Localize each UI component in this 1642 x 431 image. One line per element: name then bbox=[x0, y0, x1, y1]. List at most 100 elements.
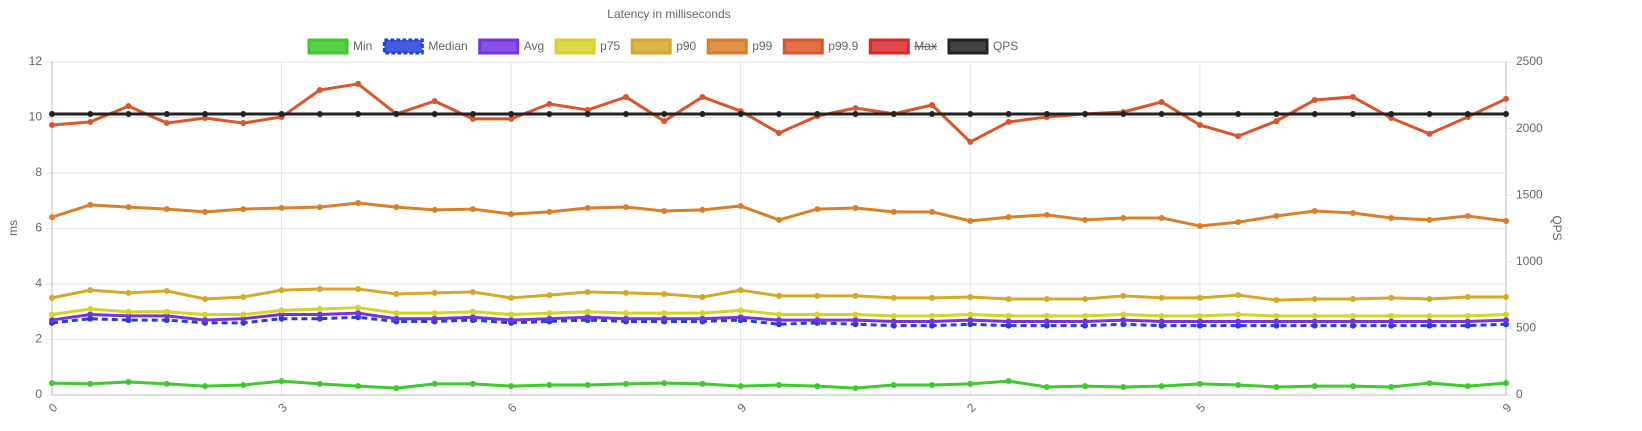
data-point bbox=[1503, 380, 1509, 387]
data-point bbox=[1120, 317, 1127, 324]
data-point bbox=[584, 308, 591, 315]
data-point bbox=[1082, 318, 1089, 325]
data-point bbox=[1426, 295, 1433, 302]
data-point bbox=[163, 287, 170, 294]
data-point bbox=[776, 110, 782, 117]
data-point bbox=[661, 315, 668, 322]
data-point bbox=[163, 380, 170, 387]
data-point bbox=[1388, 383, 1395, 390]
y2-axis-label: QPS bbox=[1550, 215, 1564, 240]
chart-title: Latency in milliseconds bbox=[607, 7, 730, 21]
data-point bbox=[1426, 130, 1433, 137]
data-point bbox=[125, 317, 132, 324]
data-point bbox=[929, 312, 936, 319]
data-point bbox=[1311, 208, 1318, 215]
data-point bbox=[1464, 294, 1471, 301]
data-point bbox=[240, 294, 247, 301]
data-point bbox=[1388, 294, 1395, 301]
data-point bbox=[1235, 219, 1242, 226]
data-point bbox=[1426, 322, 1433, 329]
data-point bbox=[737, 110, 744, 117]
data-point bbox=[1311, 312, 1318, 319]
data-point bbox=[852, 321, 859, 328]
data-point bbox=[202, 311, 209, 318]
data-point bbox=[1235, 292, 1242, 299]
legend-label: p99 bbox=[752, 39, 772, 53]
data-point bbox=[355, 110, 362, 117]
data-point bbox=[1082, 216, 1089, 223]
data-point bbox=[1273, 118, 1280, 125]
data-point bbox=[508, 311, 515, 318]
data-point bbox=[1158, 312, 1165, 319]
data-point bbox=[1503, 218, 1509, 225]
data-point bbox=[508, 115, 515, 122]
data-point bbox=[584, 382, 591, 389]
y2-tick-label: 1000 bbox=[1516, 254, 1543, 268]
data-point bbox=[355, 80, 362, 87]
data-point bbox=[622, 93, 629, 100]
data-point bbox=[469, 110, 476, 117]
data-point bbox=[431, 315, 438, 322]
data-point bbox=[699, 110, 706, 117]
data-point bbox=[1503, 95, 1509, 102]
data-point bbox=[469, 289, 476, 296]
data-point bbox=[852, 385, 859, 392]
data-point bbox=[1273, 322, 1280, 329]
data-point bbox=[852, 110, 859, 117]
data-point bbox=[967, 294, 974, 301]
x-tick-label: 5 bbox=[1194, 400, 1209, 415]
data-point bbox=[125, 110, 132, 117]
data-point bbox=[1273, 312, 1280, 319]
data-point bbox=[1158, 98, 1165, 105]
data-point bbox=[1235, 110, 1242, 117]
y-tick-label: 8 bbox=[35, 165, 42, 179]
data-point bbox=[776, 130, 782, 137]
data-point bbox=[1120, 311, 1127, 318]
data-point bbox=[1426, 216, 1433, 223]
data-point bbox=[431, 206, 438, 213]
data-point bbox=[316, 311, 323, 318]
x-tick-label: 9 bbox=[1500, 400, 1515, 415]
data-point bbox=[776, 317, 782, 324]
data-point bbox=[1005, 110, 1012, 117]
data-point bbox=[890, 110, 897, 117]
y-tick-label: 6 bbox=[35, 221, 42, 235]
data-point bbox=[49, 380, 55, 387]
data-point bbox=[278, 287, 285, 294]
data-point bbox=[622, 204, 629, 211]
data-point bbox=[1273, 383, 1280, 390]
data-point bbox=[1043, 383, 1050, 390]
data-point bbox=[49, 317, 55, 324]
data-point bbox=[546, 110, 553, 117]
data-point bbox=[929, 318, 936, 325]
data-point bbox=[316, 315, 323, 322]
data-point bbox=[890, 208, 897, 215]
data-point bbox=[1196, 121, 1203, 128]
data-point bbox=[737, 383, 744, 390]
data-point bbox=[125, 378, 132, 385]
data-point bbox=[355, 310, 362, 317]
data-point bbox=[1043, 295, 1050, 302]
data-point bbox=[1235, 318, 1242, 325]
data-point bbox=[278, 378, 285, 385]
y-axis-label: ms bbox=[6, 220, 20, 236]
data-point bbox=[278, 311, 285, 318]
data-point bbox=[393, 310, 400, 317]
y2-tick-label: 0 bbox=[1516, 387, 1523, 401]
data-point bbox=[431, 380, 438, 387]
data-point bbox=[584, 314, 591, 321]
data-point bbox=[967, 321, 974, 328]
series-line bbox=[51, 315, 1507, 328]
data-point bbox=[202, 295, 209, 302]
data-point bbox=[1311, 383, 1318, 390]
data-point bbox=[87, 110, 94, 117]
data-point bbox=[776, 382, 782, 389]
data-point bbox=[202, 383, 209, 390]
data-point bbox=[1349, 209, 1356, 216]
data-point bbox=[622, 310, 629, 317]
data-point bbox=[1158, 322, 1165, 329]
data-point bbox=[125, 308, 132, 315]
data-point bbox=[1311, 322, 1318, 329]
legend-swatch bbox=[868, 38, 910, 55]
data-point bbox=[1005, 118, 1012, 125]
